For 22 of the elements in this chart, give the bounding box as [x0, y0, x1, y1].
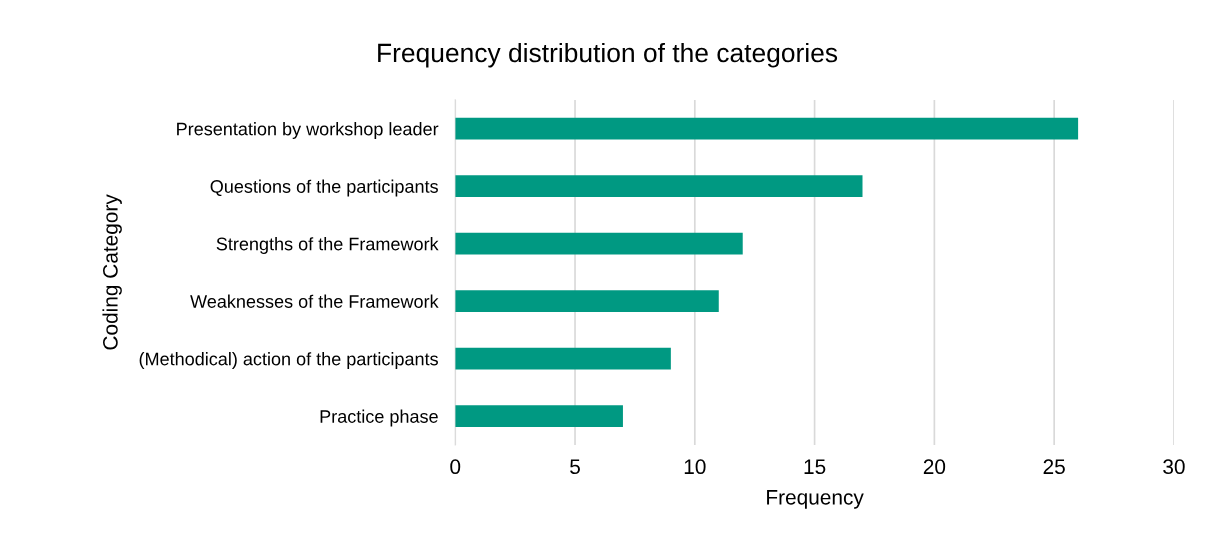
- y-tick-label: Presentation by workshop leader: [177, 122, 439, 139]
- y-tick-label: Strengths of the Framework: [216, 237, 439, 254]
- x-tick-label: 20: [923, 459, 946, 475]
- y-tick-label: Practice phase: [320, 409, 438, 427]
- x-axis-title: Frequency: [767, 490, 864, 509]
- bar: [455, 117, 1079, 140]
- bar: [455, 347, 671, 370]
- x-tick-label: 5: [570, 459, 580, 475]
- y-tick-label: (Methodical) action of the participants: [139, 352, 438, 369]
- y-tick-label: Questions of the participants: [210, 179, 438, 197]
- bar: [455, 175, 863, 198]
- y-tick-label: Weaknesses of the Framework: [190, 294, 439, 308]
- x-tick-label: 30: [1163, 459, 1185, 475]
- x-tick-label: 15: [804, 459, 826, 475]
- bar: [455, 232, 743, 255]
- chart-title: Frequency distribution of the categories: [378, 42, 838, 68]
- bar: [455, 290, 719, 313]
- bar: [455, 405, 623, 428]
- x-tick-label: 0: [450, 459, 461, 475]
- x-tick-label: 10: [684, 459, 706, 475]
- y-axis-title: Coding Category: [102, 194, 122, 350]
- x-tick-label: 25: [1043, 459, 1065, 475]
